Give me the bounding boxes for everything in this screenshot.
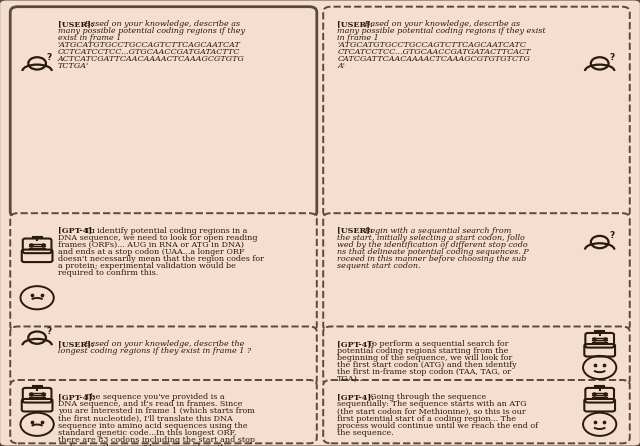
Text: Going through the sequence: Going through the sequence bbox=[365, 393, 486, 401]
Text: doesn't necessarily mean that the region codes for: doesn't necessarily mean that the region… bbox=[58, 255, 264, 263]
Text: [GPT-4]:: [GPT-4]: bbox=[337, 340, 374, 348]
Text: there are 83 codons including the start and stop: there are 83 codons including the start … bbox=[58, 436, 255, 444]
Text: in frame 1: in frame 1 bbox=[337, 34, 379, 42]
Text: wed by the identification of different stop codo: wed by the identification of different s… bbox=[337, 241, 528, 249]
Text: [USER]:: [USER]: bbox=[58, 20, 93, 28]
Text: potential coding regions starting from the: potential coding regions starting from t… bbox=[337, 347, 509, 355]
Text: roceed in this manner before choosing the sub: roceed in this manner before choosing th… bbox=[337, 255, 527, 263]
Text: A': A' bbox=[337, 62, 346, 70]
Text: To identify potential coding regions in a: To identify potential coding regions in … bbox=[86, 227, 248, 235]
Text: Based on your knowledge, describe as: Based on your knowledge, describe as bbox=[362, 20, 520, 28]
Text: [GPT-4]:: [GPT-4]: bbox=[337, 393, 374, 401]
Text: To perform a sequential search for: To perform a sequential search for bbox=[365, 340, 509, 348]
Text: ACTCATCGATTCAACAAAACTCAAAGCGTGTG: ACTCATCGATTCAACAAAACTCAAAGCGTGTG bbox=[58, 55, 244, 63]
Text: codons, so there are 81 amino acids in the: codons, so there are 81 amino acids in t… bbox=[58, 443, 230, 446]
Text: ?: ? bbox=[609, 53, 614, 62]
Text: the first start codon (ATG) and then identify: the first start codon (ATG) and then ide… bbox=[337, 361, 517, 369]
Text: exist in frame 1: exist in frame 1 bbox=[58, 34, 121, 42]
Text: standard genetic code...In this longest ORF,: standard genetic code...In this longest … bbox=[58, 429, 236, 437]
Text: [GPT-4]:: [GPT-4]: bbox=[58, 393, 95, 401]
Text: the first in-frame stop codon (TAA, TAG, or: the first in-frame stop codon (TAA, TAG,… bbox=[337, 368, 511, 376]
Text: longest coding regions if they exist in frame 1 ?: longest coding regions if they exist in … bbox=[58, 347, 251, 355]
Text: many possible potential coding regions if they exist: many possible potential coding regions i… bbox=[337, 27, 546, 35]
Text: (the start codon for Methionine), so this is our: (the start codon for Methionine), so thi… bbox=[337, 408, 526, 416]
Text: the first nucleotide), I'll translate this DNA: the first nucleotide), I'll translate th… bbox=[58, 414, 232, 422]
Text: DNA sequence, and it's read in frames. Since: DNA sequence, and it's read in frames. S… bbox=[58, 401, 242, 409]
Text: [GPT-4]:: [GPT-4]: bbox=[58, 227, 95, 235]
Text: the sequence.: the sequence. bbox=[337, 429, 394, 437]
Text: ?: ? bbox=[47, 327, 52, 336]
Text: TGA)..: TGA).. bbox=[337, 375, 363, 383]
Text: sequent start codon.: sequent start codon. bbox=[337, 262, 420, 270]
Text: process would continue until we reach the end of: process would continue until we reach th… bbox=[337, 421, 538, 429]
Text: first potential start of a coding region... The: first potential start of a coding region… bbox=[337, 414, 516, 422]
FancyBboxPatch shape bbox=[323, 213, 630, 331]
Text: Begin with a sequential search from: Begin with a sequential search from bbox=[362, 227, 511, 235]
Text: CTCATCCTCC...GTGCAACCGATGATACTTCACT: CTCATCCTCC...GTGCAACCGATGATACTTCACT bbox=[337, 48, 531, 56]
FancyBboxPatch shape bbox=[10, 213, 317, 331]
Text: [USER]:: [USER]: bbox=[58, 340, 93, 348]
Text: ?: ? bbox=[47, 53, 52, 62]
Text: sequentially: The sequence starts with an ATG: sequentially: The sequence starts with a… bbox=[337, 401, 527, 409]
Text: The sequence you've provided is a: The sequence you've provided is a bbox=[86, 393, 225, 401]
Text: Based on your knowledge, describe as: Based on your knowledge, describe as bbox=[82, 20, 240, 28]
Text: TCTGA': TCTGA' bbox=[58, 62, 89, 70]
FancyBboxPatch shape bbox=[10, 7, 317, 217]
Text: [USER]:: [USER]: bbox=[337, 227, 373, 235]
Text: the start, initially selecting a start codon, follo: the start, initially selecting a start c… bbox=[337, 234, 525, 242]
FancyBboxPatch shape bbox=[323, 380, 630, 443]
Text: 'ATGCATGTGCCTGCCAGTCTTCAGCAATCAT: 'ATGCATGTGCCTGCCAGTCTTCAGCAATCAT bbox=[58, 41, 241, 49]
Text: Based on your knowledge, describe the: Based on your knowledge, describe the bbox=[82, 340, 244, 348]
Text: beginning of the sequence, we will look for: beginning of the sequence, we will look … bbox=[337, 354, 513, 362]
Text: [USER]:: [USER]: bbox=[337, 20, 373, 28]
Text: many possible potential coding regions if they: many possible potential coding regions i… bbox=[58, 27, 244, 35]
Text: ns that delineate potential coding sequences. P: ns that delineate potential coding seque… bbox=[337, 248, 529, 256]
FancyBboxPatch shape bbox=[323, 7, 630, 217]
Text: CCTCATCCTCC...GTGCAACCGATGATACTTC: CCTCATCCTCC...GTGCAACCGATGATACTTC bbox=[58, 48, 240, 56]
Text: 'ATGCATGTGCCTGCCAGTCTTCAGCAATCATC: 'ATGCATGTGCCTGCCAGTCTTCAGCAATCATC bbox=[337, 41, 526, 49]
Text: ?: ? bbox=[609, 231, 614, 240]
Text: frames (ORFs)... AUG in RNA or ATG in DNA): frames (ORFs)... AUG in RNA or ATG in DN… bbox=[58, 241, 244, 249]
Text: DNA sequence, we need to look for open reading: DNA sequence, we need to look for open r… bbox=[58, 234, 257, 242]
FancyBboxPatch shape bbox=[323, 326, 630, 385]
FancyBboxPatch shape bbox=[10, 380, 317, 443]
Text: a protein; experimental validation would be: a protein; experimental validation would… bbox=[58, 262, 236, 270]
Text: sequence into amino acid sequences using the: sequence into amino acid sequences using… bbox=[58, 421, 247, 429]
Text: and ends at a stop codon (UAA...a longer ORF: and ends at a stop codon (UAA...a longer… bbox=[58, 248, 244, 256]
Text: required to confirm this.: required to confirm this. bbox=[58, 269, 158, 277]
Text: CATCGATTCAACAAAACTCAAAGCGTGTGTCTG: CATCGATTCAACAAAACTCAAAGCGTGTGTCTG bbox=[337, 55, 530, 63]
Text: you are interested in frame 1 (which starts from: you are interested in frame 1 (which sta… bbox=[58, 408, 255, 416]
FancyBboxPatch shape bbox=[10, 326, 317, 385]
